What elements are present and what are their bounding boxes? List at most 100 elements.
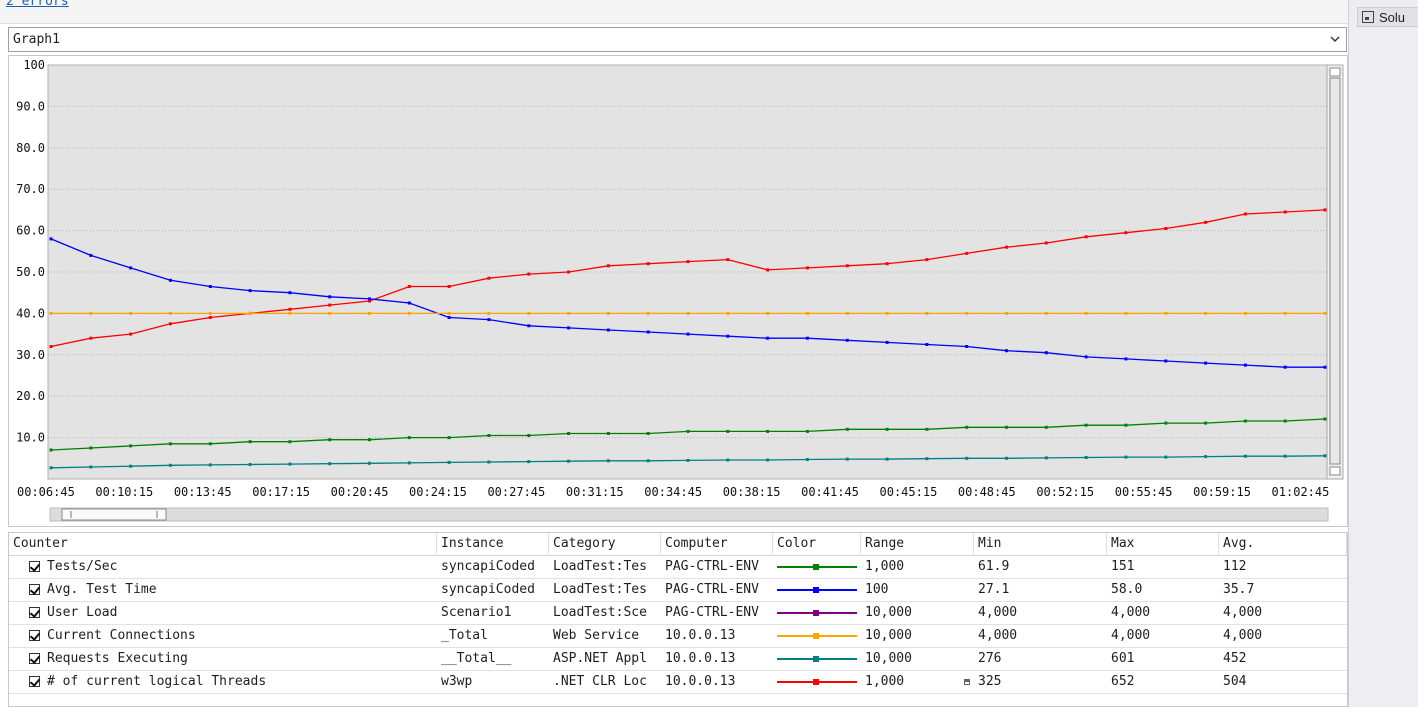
horizontal-scroll-thumb[interactable] bbox=[61, 508, 167, 521]
data-point bbox=[248, 463, 252, 466]
data-point bbox=[567, 432, 571, 435]
data-point bbox=[527, 324, 531, 328]
col-header-instance[interactable]: Instance bbox=[437, 533, 549, 556]
data-point bbox=[487, 460, 491, 464]
data-point bbox=[89, 465, 93, 469]
data-point bbox=[567, 270, 571, 274]
row-checkbox[interactable] bbox=[29, 607, 40, 618]
data-point bbox=[965, 345, 969, 348]
horizontal-scrollbar[interactable] bbox=[49, 507, 1329, 522]
data-point bbox=[129, 464, 133, 468]
data-point bbox=[1044, 351, 1048, 355]
data-point bbox=[965, 311, 969, 315]
data-point bbox=[89, 446, 93, 450]
row-checkbox[interactable] bbox=[29, 653, 40, 664]
color-cell bbox=[773, 579, 861, 602]
data-point bbox=[1283, 311, 1287, 315]
min-cell: 4,000 bbox=[978, 628, 1018, 643]
scroll-up-arrow[interactable] bbox=[1329, 67, 1341, 77]
table-row[interactable]: Tests/Sec syncapiCoded LoadTest:Tes PAG-… bbox=[9, 556, 1347, 579]
data-point bbox=[1044, 456, 1048, 460]
row-checkbox[interactable] bbox=[29, 584, 40, 595]
data-point bbox=[1283, 419, 1287, 423]
errors-link[interactable]: 2 errors bbox=[6, 0, 69, 9]
col-header-category[interactable]: Category bbox=[549, 533, 661, 556]
data-point bbox=[567, 311, 571, 315]
data-point bbox=[487, 318, 491, 322]
data-point bbox=[766, 311, 770, 315]
x-tick-label: 00:38:15 bbox=[723, 485, 781, 499]
counter-legend-table: Counter Instance Category Computer Color… bbox=[8, 532, 1348, 707]
data-point bbox=[1323, 454, 1327, 458]
row-checkbox[interactable] bbox=[29, 561, 40, 572]
data-point bbox=[1005, 311, 1008, 315]
data-point bbox=[89, 336, 93, 340]
scroll-down-arrow[interactable] bbox=[1329, 466, 1341, 476]
table-row[interactable]: Requests Executing __Total__ ASP.NET App… bbox=[9, 648, 1347, 671]
table-row[interactable]: # of current logical Threads w3wp .NET C… bbox=[9, 671, 1347, 694]
range-cell[interactable]: 10,000 bbox=[865, 605, 912, 620]
max-cell: 4,000 bbox=[1111, 628, 1151, 643]
col-header-avg[interactable]: Avg. bbox=[1219, 533, 1347, 556]
data-point bbox=[646, 330, 650, 334]
series-line[interactable] bbox=[49, 417, 1327, 452]
data-point bbox=[208, 442, 212, 446]
graph-select[interactable]: Graph1 bbox=[8, 27, 1347, 52]
series-line[interactable] bbox=[49, 208, 1327, 348]
min-cell: 4,000 bbox=[978, 605, 1018, 620]
data-point bbox=[168, 463, 172, 467]
data-point bbox=[49, 345, 53, 348]
x-tick-label: 00:17:15 bbox=[252, 485, 310, 499]
range-cell[interactable]: 10,000 bbox=[865, 628, 912, 643]
data-point bbox=[1323, 365, 1327, 369]
row-checkbox[interactable] bbox=[29, 676, 40, 687]
series-line[interactable] bbox=[49, 311, 1327, 315]
vertical-scrollbar[interactable] bbox=[1326, 64, 1344, 480]
data-point bbox=[527, 460, 531, 464]
instance-cell: syncapiCoded bbox=[441, 559, 535, 574]
range-cell[interactable]: 1,000 bbox=[865, 674, 905, 689]
max-cell: 4,000 bbox=[1111, 605, 1151, 620]
min-cell: 276 bbox=[978, 651, 1002, 666]
counter-name: Tests/Sec bbox=[47, 559, 118, 574]
col-header-color[interactable]: Color bbox=[773, 533, 861, 556]
row-checkbox[interactable] bbox=[29, 630, 40, 641]
range-cell[interactable]: 10,000 bbox=[865, 651, 912, 666]
data-point bbox=[1283, 365, 1287, 369]
series-line[interactable] bbox=[49, 454, 1327, 470]
vertical-scroll-thumb[interactable] bbox=[1329, 77, 1341, 465]
data-point bbox=[328, 295, 332, 299]
data-point bbox=[208, 316, 212, 319]
solution-explorer-icon bbox=[1362, 11, 1374, 23]
data-point bbox=[129, 332, 133, 336]
table-row[interactable]: Current Connections _Total Web Service 1… bbox=[9, 625, 1347, 648]
table-row[interactable]: User Load Scenario1 LoadTest:Sce PAG-CTR… bbox=[9, 602, 1347, 625]
data-point bbox=[766, 336, 770, 340]
y-tick-label: 100 bbox=[23, 58, 45, 72]
data-point bbox=[646, 459, 650, 463]
col-header-min[interactable]: Min bbox=[974, 533, 1107, 556]
x-tick-label: 00:20:45 bbox=[331, 485, 389, 499]
data-point bbox=[49, 237, 53, 241]
data-point bbox=[1323, 311, 1327, 315]
range-cell[interactable]: 100 bbox=[865, 582, 889, 597]
data-point bbox=[368, 311, 371, 315]
data-point bbox=[1323, 417, 1327, 421]
max-cell: 601 bbox=[1111, 651, 1135, 666]
range-cell[interactable]: 1,000 bbox=[865, 559, 905, 574]
computer-cell: PAG-CTRL-ENV bbox=[665, 559, 759, 574]
solution-explorer-tab[interactable]: Solu bbox=[1357, 7, 1418, 27]
table-row[interactable]: Avg. Test Time syncapiCoded LoadTest:Tes… bbox=[9, 579, 1347, 602]
col-header-computer[interactable]: Computer bbox=[661, 533, 773, 556]
col-header-range[interactable]: Range bbox=[861, 533, 974, 556]
col-header-counter[interactable]: Counter bbox=[9, 533, 437, 556]
series-line[interactable] bbox=[49, 237, 1327, 369]
avg-cell: 112 bbox=[1223, 559, 1247, 574]
data-point bbox=[407, 301, 411, 305]
data-point bbox=[1164, 227, 1168, 230]
col-header-max[interactable]: Max bbox=[1107, 533, 1219, 556]
data-point bbox=[646, 432, 650, 435]
data-point bbox=[248, 440, 252, 444]
x-tick-label: 00:52:15 bbox=[1036, 485, 1094, 499]
data-point bbox=[805, 311, 809, 315]
